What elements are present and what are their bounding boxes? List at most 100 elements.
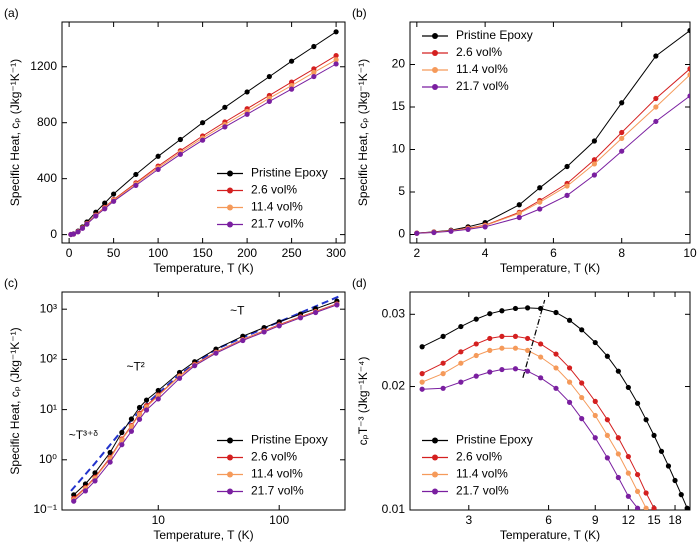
x-tick-label: 0: [66, 246, 73, 260]
x-tick-label: 2: [413, 246, 420, 260]
y-axis-label: Specific Heat, cₚ (Jkg⁻¹K⁻¹): [356, 59, 370, 206]
data-point: [537, 206, 543, 212]
data-point: [678, 492, 684, 498]
data-point: [465, 226, 471, 232]
legend-marker: [227, 187, 233, 194]
y-tick-label: 15: [392, 99, 406, 113]
data-point: [566, 399, 573, 405]
data-point: [538, 305, 544, 312]
x-tick-label: 10: [152, 513, 166, 527]
panel-label: (d): [352, 276, 367, 290]
legend-label: Pristine Epoxy: [456, 28, 533, 42]
data-point: [79, 225, 86, 231]
data-point: [111, 198, 117, 204]
data-point: [473, 373, 479, 379]
data-point: [133, 182, 139, 188]
data-point: [512, 366, 519, 372]
panel: (a) Temperature, T (K) Specific Heat, cₚ (…: [4, 6, 346, 275]
data-point: [592, 435, 598, 441]
data-point: [579, 416, 585, 422]
data-point: [516, 210, 522, 216]
data-point: [524, 368, 531, 374]
data-point: [192, 363, 198, 369]
data-point: [177, 151, 183, 157]
data-point: [440, 333, 446, 339]
data-point: [566, 317, 573, 323]
data-point: [333, 61, 339, 67]
y-tick-label: 400: [37, 171, 57, 185]
data-point: [564, 163, 570, 170]
data-point: [619, 135, 625, 142]
data-point: [136, 404, 143, 411]
data-point: [119, 442, 125, 448]
legend-marker: [227, 437, 233, 444]
data-point: [431, 229, 437, 236]
data-point: [579, 327, 585, 333]
x-tick-label: 6: [550, 246, 557, 260]
data-point: [537, 199, 543, 205]
data-point: [592, 339, 598, 346]
data-point: [499, 333, 505, 339]
data-point: [440, 360, 446, 366]
data-point: [615, 474, 621, 481]
plot-frame: [61, 21, 346, 244]
x-axis-label: Temperature, T (K): [153, 528, 253, 542]
guide-line: [522, 299, 546, 378]
data-point: [516, 214, 522, 221]
data-point: [643, 505, 649, 510]
plot-frame: [409, 21, 691, 244]
data-point: [128, 416, 135, 422]
data-point: [564, 192, 570, 198]
legend-label: Pristine Epoxy: [251, 433, 328, 447]
data-point: [333, 52, 339, 59]
x-tick-label: 250: [282, 246, 302, 260]
y-tick-label: 10: [392, 142, 406, 156]
data-point: [82, 481, 89, 487]
data-point: [592, 412, 598, 419]
data-point: [289, 58, 295, 64]
data-point: [313, 309, 319, 316]
data-point: [419, 379, 425, 385]
legend-label: 11.4 vol%: [251, 200, 303, 214]
annotation: ~T³⁺ᵟ: [69, 428, 99, 442]
data-point: [276, 323, 282, 329]
x-tick-label: 10: [683, 246, 697, 260]
legend-label: 21.7 vol%: [456, 79, 509, 93]
x-tick-label: 12: [622, 513, 636, 527]
plot-area: [414, 27, 690, 236]
y-axis-label: cₚT⁻³ (Jkg⁻¹K⁻⁴): [356, 357, 370, 446]
x-tick-label: 8: [618, 246, 625, 260]
annotation: ~T: [230, 304, 245, 318]
data-point: [625, 493, 631, 499]
plot-frame: [61, 291, 346, 511]
panel: (c) Temperature, T (K) Specific Heat, cₚ (…: [4, 276, 346, 542]
data-point: [487, 369, 493, 375]
legend-marker: [227, 488, 233, 495]
panel-label: (b): [352, 6, 367, 20]
y-tick-label: 800: [37, 115, 57, 129]
data-point: [499, 345, 505, 351]
data-point: [119, 429, 125, 436]
data-point: [107, 449, 113, 456]
data-point: [634, 505, 641, 510]
data-point: [499, 308, 505, 314]
data-point: [222, 124, 228, 130]
data-point: [458, 349, 464, 355]
data-point: [133, 171, 139, 178]
y-tick-label: 0: [398, 227, 405, 241]
data-point: [155, 153, 161, 159]
data-point: [643, 490, 649, 496]
legend-marker: [432, 33, 438, 39]
data-point: [311, 69, 317, 75]
data-point: [458, 379, 464, 385]
data-point: [672, 477, 678, 484]
data-point: [334, 302, 340, 308]
data-point: [143, 397, 150, 403]
data-point: [604, 432, 610, 439]
data-point: [119, 437, 125, 443]
data-point: [155, 166, 161, 173]
data-point: [524, 347, 531, 353]
legend-label: 21.7 vol%: [251, 217, 304, 231]
legend-label: 2.6 vol%: [456, 450, 502, 464]
data-point: [143, 407, 150, 413]
